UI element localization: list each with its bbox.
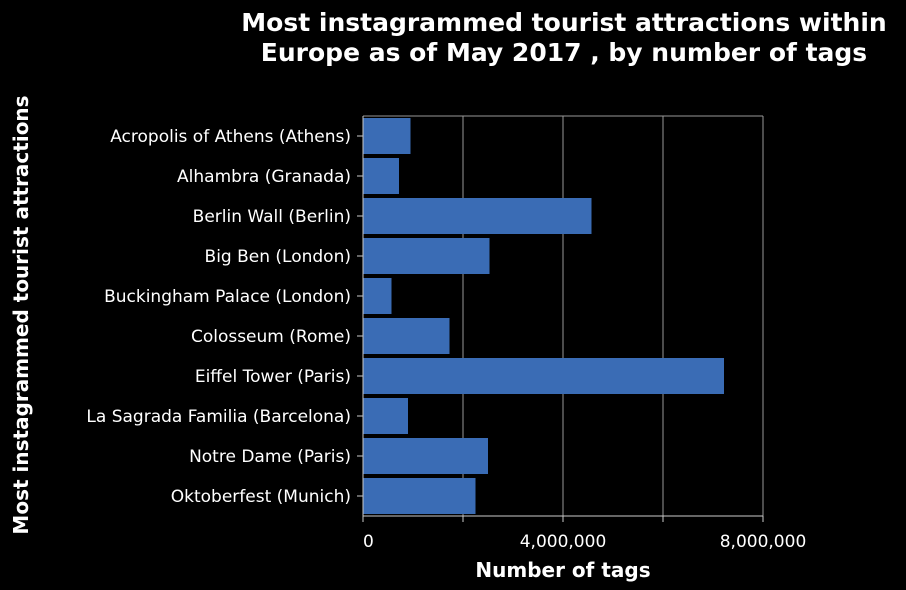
bar	[363, 318, 450, 354]
bar	[363, 118, 411, 154]
category-label: La Sagrada Familia (Barcelona)	[86, 407, 351, 427]
chart-title-line-2: Europe as of May 2017 , by number of tag…	[261, 38, 867, 67]
x-tick-label: 4,000,000	[520, 532, 607, 552]
bar	[363, 238, 490, 274]
category-label: Acropolis of Athens (Athens)	[110, 127, 351, 147]
category-label: Buckingham Palace (London)	[104, 287, 351, 307]
category-label: Alhambra (Granada)	[177, 167, 351, 187]
y-axis-ticks: Acropolis of Athens (Athens) Alhambra (Gr…	[86, 127, 363, 507]
gridlines	[462, 116, 664, 516]
bar	[363, 158, 399, 194]
category-label: Eiffel Tower (Paris)	[195, 367, 351, 387]
bar	[363, 478, 476, 514]
bar	[363, 278, 392, 314]
category-label: Oktoberfest (Munich)	[171, 487, 351, 507]
bar	[363, 398, 408, 434]
bar	[363, 358, 724, 394]
y-axis-label: Most instagrammed tourist attractions	[9, 95, 33, 534]
bar	[363, 438, 488, 474]
x-tick-label: 0	[363, 532, 374, 552]
x-axis-ticks: 0 4,000,000 8,000,000	[362, 516, 807, 552]
chart-title-line-1: Most instagrammed tourist attractions wi…	[241, 8, 886, 37]
bar	[363, 198, 592, 234]
category-label: Berlin Wall (Berlin)	[193, 207, 351, 227]
category-label: Big Ben (London)	[205, 247, 351, 267]
bars	[363, 118, 724, 514]
x-tick-label: 8,000,000	[720, 532, 807, 552]
x-axis-label: Number of tags	[475, 558, 650, 582]
category-label: Colosseum (Rome)	[191, 327, 351, 347]
category-label: Notre Dame (Paris)	[189, 447, 351, 467]
